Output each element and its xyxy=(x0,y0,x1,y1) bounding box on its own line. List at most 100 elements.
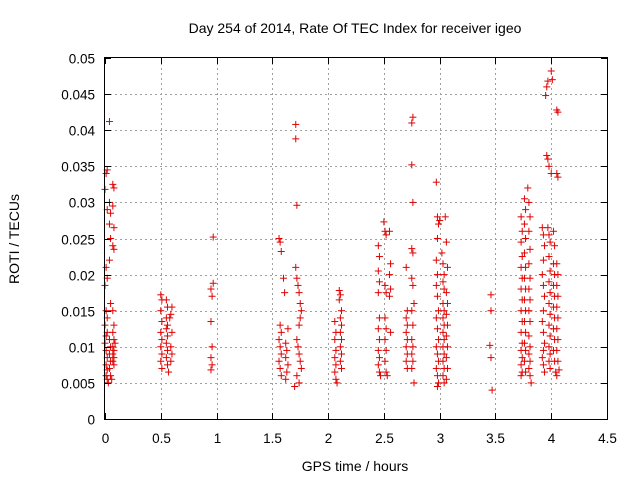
data-point xyxy=(102,361,110,369)
data-point xyxy=(332,361,340,369)
data-point xyxy=(522,235,530,242)
y-tick-label: 0.035 xyxy=(61,160,95,175)
data-point xyxy=(332,346,340,354)
data-point xyxy=(525,364,533,372)
data-point xyxy=(110,224,118,232)
data-point xyxy=(402,343,410,351)
data-point xyxy=(377,372,385,380)
data-point xyxy=(282,339,290,347)
data-point xyxy=(551,242,559,250)
x-tick-label: 2.5 xyxy=(375,431,394,446)
data-point xyxy=(439,328,447,336)
data-point xyxy=(296,299,304,307)
data-point xyxy=(381,281,389,289)
data-point xyxy=(331,318,339,326)
data-point xyxy=(408,274,416,282)
data-point xyxy=(433,350,441,358)
data-point xyxy=(526,372,534,380)
data-point xyxy=(387,328,395,336)
data-point xyxy=(554,271,562,279)
data-point xyxy=(163,332,171,340)
data-point xyxy=(439,314,447,322)
data-point xyxy=(109,202,117,210)
data-point xyxy=(281,289,289,297)
data-point xyxy=(295,350,303,358)
data-point xyxy=(382,346,390,354)
data-point xyxy=(385,227,393,235)
y-tick-label: 0 xyxy=(87,413,95,428)
data-point xyxy=(168,350,176,358)
data-point xyxy=(279,274,287,282)
data-point xyxy=(440,379,448,387)
data-point xyxy=(545,343,553,351)
data-point xyxy=(109,343,117,351)
data-point xyxy=(337,321,345,329)
data-point xyxy=(277,247,285,255)
y-axis-label: ROTI / TECUs xyxy=(6,194,22,284)
data-point xyxy=(542,92,550,100)
data-point xyxy=(554,357,562,365)
data-point xyxy=(208,292,216,300)
data-point xyxy=(337,336,345,344)
data-point xyxy=(283,346,291,354)
data-point xyxy=(440,271,448,279)
data-point xyxy=(110,336,118,344)
y-tick-label: 0.005 xyxy=(61,377,95,392)
data-point xyxy=(168,328,176,336)
data-point xyxy=(331,336,339,344)
data-point xyxy=(282,375,290,383)
data-point xyxy=(102,332,110,340)
data-point xyxy=(409,198,417,206)
data-point xyxy=(554,108,562,116)
data-point xyxy=(336,291,344,299)
data-point xyxy=(520,220,528,228)
data-point xyxy=(553,281,561,289)
data-point xyxy=(409,321,417,329)
data-point xyxy=(440,350,448,358)
data-point xyxy=(375,278,383,286)
data-point xyxy=(282,354,290,362)
data-point xyxy=(102,263,110,271)
data-point xyxy=(409,281,417,289)
data-point xyxy=(487,307,495,315)
data-point xyxy=(110,245,118,253)
data-point xyxy=(276,343,284,351)
data-point xyxy=(158,364,166,372)
x-tick-label: 4 xyxy=(548,431,556,446)
data-point xyxy=(292,263,300,271)
data-point xyxy=(410,379,418,387)
data-point xyxy=(275,235,283,242)
data-point xyxy=(374,242,382,250)
data-point xyxy=(157,343,165,351)
data-point xyxy=(543,83,551,91)
data-point xyxy=(432,364,440,372)
data-point xyxy=(438,249,446,257)
data-point xyxy=(548,76,556,84)
data-point xyxy=(554,292,562,300)
data-point xyxy=(522,263,530,271)
data-point xyxy=(163,321,171,329)
data-point xyxy=(442,289,450,297)
data-point xyxy=(297,364,305,372)
data-point xyxy=(544,77,552,85)
data-point xyxy=(408,350,416,358)
data-point xyxy=(375,368,383,376)
data-point xyxy=(546,350,554,358)
data-point xyxy=(408,245,416,253)
data-point xyxy=(433,235,441,242)
data-point xyxy=(433,292,441,300)
y-tick-label: 0.01 xyxy=(69,341,95,356)
data-point xyxy=(442,238,450,246)
data-point xyxy=(553,260,561,268)
data-point xyxy=(517,361,525,369)
data-point xyxy=(545,231,553,239)
data-point xyxy=(408,119,416,127)
data-point xyxy=(157,357,165,365)
data-point xyxy=(433,271,441,279)
data-point xyxy=(440,307,448,315)
data-point xyxy=(275,357,283,365)
data-point xyxy=(526,343,534,351)
data-point xyxy=(375,354,383,362)
data-point xyxy=(410,299,418,307)
